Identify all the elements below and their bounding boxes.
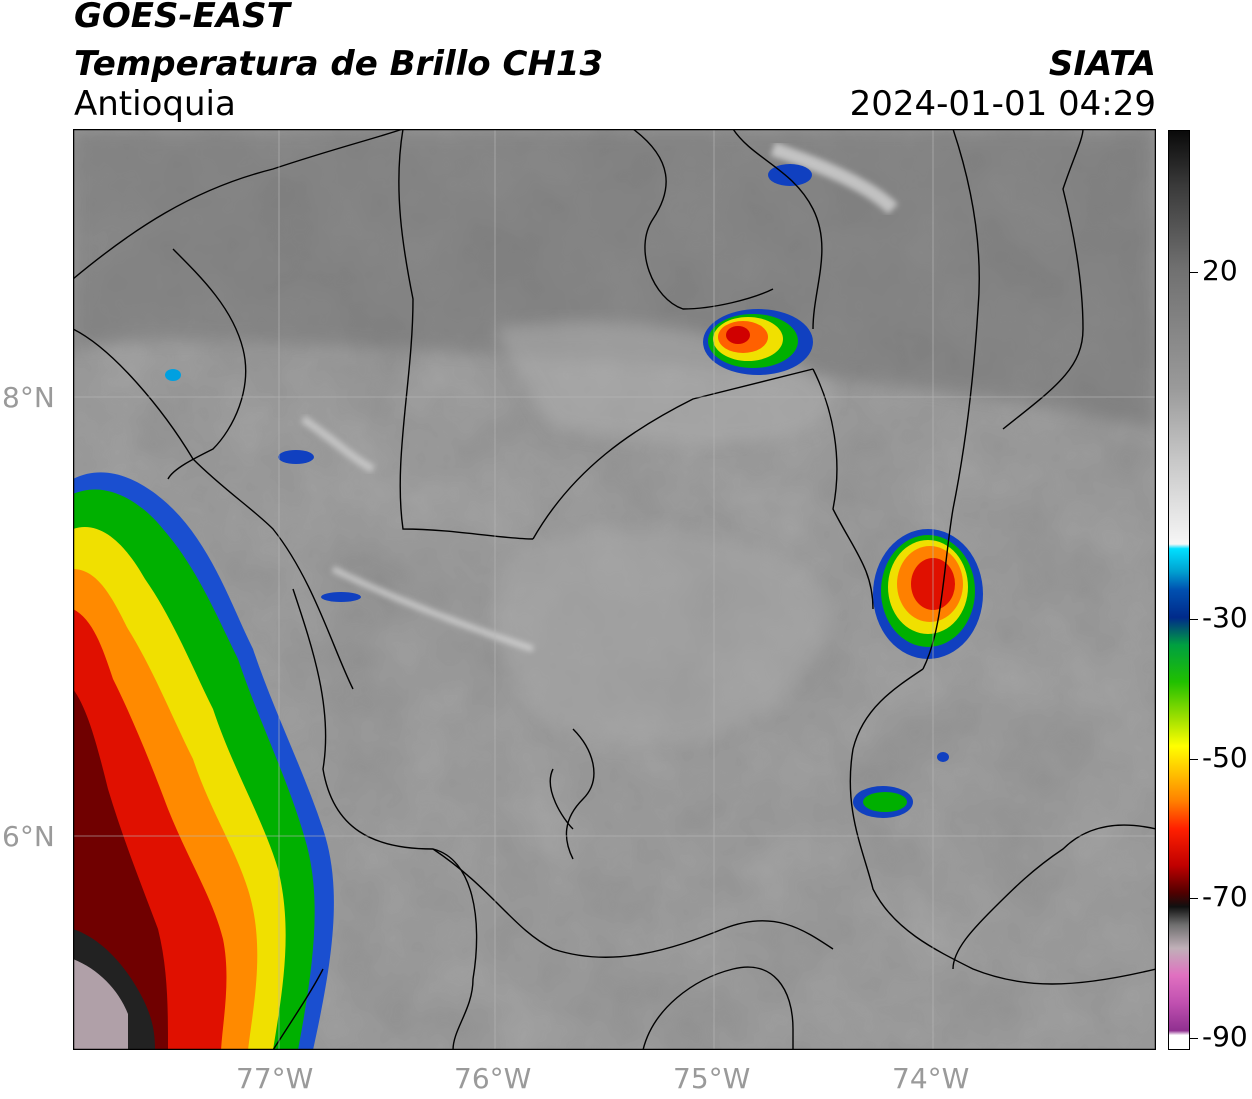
product-title: Temperatura de Brillo CH13 — [74, 44, 604, 84]
colorbar-label-minus70: -70 — [1202, 880, 1248, 913]
colorbar-label-20: 20 — [1202, 254, 1238, 287]
west-convective-system — [73, 472, 334, 1050]
colorbar — [1168, 130, 1190, 1050]
lat-label-6n: 6°N — [2, 820, 55, 853]
lon-label-75w: 75°W — [673, 1062, 751, 1095]
lon-label-77w: 77°W — [236, 1062, 314, 1095]
convective-cell-east — [873, 529, 983, 659]
lon-label-74w: 74°W — [892, 1062, 970, 1095]
satellite-title: GOES-EAST — [74, 0, 290, 36]
organization-label: SIATA — [1048, 44, 1156, 84]
colorbar-label-minus50: -50 — [1202, 741, 1248, 774]
region-label: Antioquia — [74, 84, 236, 124]
lon-label-76w: 76°W — [454, 1062, 532, 1095]
map-frame — [73, 129, 1156, 1050]
datetime-label: 2024-01-01 04:29 — [849, 84, 1156, 124]
graticule — [73, 129, 1156, 1050]
colorbar-label-minus30: -30 — [1202, 601, 1248, 634]
colorbar-label-minus90: -90 — [1202, 1020, 1248, 1053]
boundaries — [73, 129, 1156, 1050]
lat-label-8n: 8°N — [2, 381, 55, 414]
brightness-temperature-map — [73, 129, 1156, 1050]
convective-cell-north — [703, 309, 813, 375]
